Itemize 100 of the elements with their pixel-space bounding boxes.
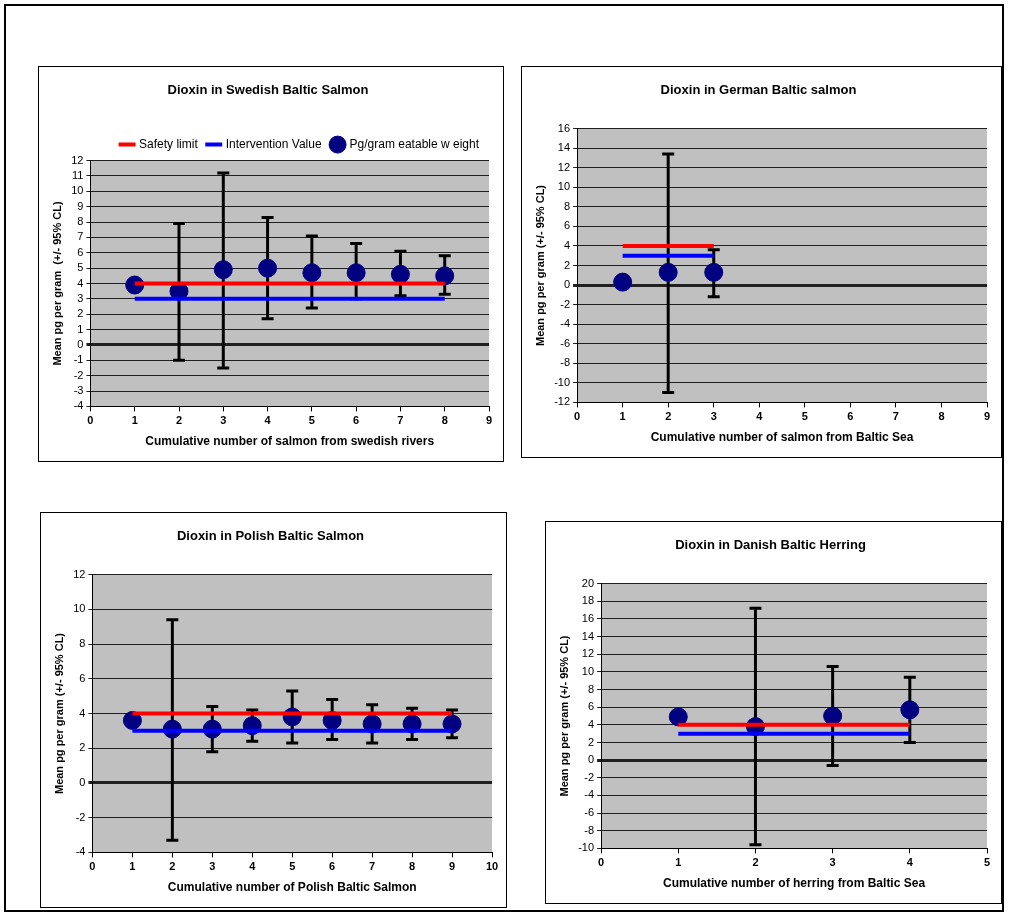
- point: [390, 264, 410, 284]
- y-tick-label: 8: [563, 199, 571, 212]
- chart-title: Dioxin in Danish Baltic Herring: [675, 537, 866, 553]
- y-tick-label: 0: [587, 753, 595, 766]
- y-tick-label: -4: [584, 788, 595, 801]
- x-tick-label: 9: [448, 860, 456, 873]
- x-tick-label: 3: [220, 414, 227, 427]
- y-tick-label: -4: [75, 845, 86, 858]
- x-tick-label: 10: [485, 860, 499, 873]
- y-tick-label: 10: [557, 180, 571, 193]
- legend-label: Pg/gram eatable w eight: [349, 136, 480, 151]
- y-tick-label: -12: [554, 395, 571, 408]
- x-tick-label: 8: [938, 410, 945, 423]
- y-tick-label: 14: [557, 141, 571, 154]
- y-tick-label: -6: [560, 336, 571, 349]
- x-tick-label: 2: [665, 410, 672, 423]
- x-tick-label: 3: [209, 860, 216, 873]
- y-tick-label: 12: [581, 647, 595, 660]
- y-tick-label: -4: [560, 317, 571, 330]
- y-tick-label: 4: [79, 706, 86, 719]
- x-tick-label: 1: [129, 860, 136, 873]
- legend-label: Safety limit: [139, 136, 199, 151]
- y-axis-title: Mean pg per gram (+/- 95% CL): [533, 184, 546, 347]
- x-tick-label: 6: [847, 410, 854, 423]
- chart-title: Dioxin in Swedish Baltic Salmon: [167, 82, 369, 98]
- x-tick-label: 3: [710, 410, 717, 423]
- y-tick-label: 8: [79, 637, 86, 650]
- point: [900, 700, 920, 720]
- x-tick-label: 2: [752, 856, 759, 869]
- x-tick-label: 5: [801, 410, 808, 423]
- point: [258, 258, 278, 278]
- y-tick-label: -2: [584, 770, 595, 783]
- y-tick-label: 6: [77, 245, 84, 258]
- y-tick-label: 0: [79, 775, 86, 788]
- x-tick-label: 4: [249, 860, 257, 873]
- y-tick-label: -8: [584, 823, 595, 836]
- y-tick-label: 6: [563, 219, 571, 232]
- y-tick-label: 10: [581, 664, 595, 677]
- x-tick-label: 7: [397, 414, 404, 427]
- x-tick-label: 2: [175, 414, 183, 427]
- x-tick-label: 4: [906, 856, 914, 869]
- y-tick-label: 2: [563, 258, 571, 271]
- y-tick-label: 20: [581, 576, 595, 589]
- x-tick-label: 4: [264, 414, 272, 427]
- x-tick-label: 9: [983, 410, 991, 423]
- y-tick-label: 6: [79, 671, 86, 684]
- chart-title: Dioxin in German Baltic salmon: [660, 82, 857, 98]
- y-tick-label: -1: [73, 353, 84, 366]
- x-axis-title: Cumulative number of salmon from Baltic Sea: [650, 430, 914, 445]
- y-tick-label: -8: [560, 356, 571, 369]
- x-tick-label: 1: [619, 410, 626, 423]
- y-tick-label: 12: [71, 153, 84, 166]
- x-tick-label: 0: [598, 856, 605, 869]
- y-axis-title: Mean pg per gram (+/- 95% CL): [50, 201, 63, 366]
- x-tick-label: 2: [169, 860, 176, 873]
- x-tick-label: 7: [892, 410, 899, 423]
- point: [302, 263, 322, 283]
- y-tick-label: 14: [581, 629, 595, 642]
- point: [823, 706, 843, 726]
- chart-title: Dioxin in Polish Baltic Salmon: [176, 528, 365, 544]
- x-tick-label: 4: [756, 410, 764, 423]
- y-axis-title: Mean pg per gram (+/- 95% CL): [52, 632, 65, 795]
- y-tick-label: 16: [581, 611, 595, 624]
- x-axis-title: Cumulative number of salmon from swedish rivers: [145, 434, 435, 449]
- y-tick-label: -3: [73, 384, 84, 397]
- point: [346, 263, 366, 283]
- x-tick-label: 6: [353, 414, 360, 427]
- x-tick-label: 9: [485, 414, 493, 427]
- y-tick-label: 4: [563, 238, 571, 251]
- x-tick-label: 8: [409, 860, 416, 873]
- x-tick-label: 3: [829, 856, 836, 869]
- y-tick-label: 10: [71, 184, 84, 197]
- x-tick-label: 1: [131, 414, 138, 427]
- y-tick-label: 2: [79, 741, 86, 754]
- point: [213, 260, 233, 280]
- y-tick-label: 2: [587, 735, 595, 748]
- x-tick-label: 0: [89, 860, 96, 873]
- y-tick-label: 2: [77, 307, 84, 320]
- y-tick-label: 4: [587, 717, 595, 730]
- y-tick-label: 11: [72, 168, 84, 181]
- y-tick-label: -2: [75, 810, 86, 823]
- x-tick-label: 5: [289, 860, 296, 873]
- y-tick-label: 16: [557, 121, 571, 134]
- x-tick-label: 8: [441, 414, 448, 427]
- legend-label: Intervention Value: [225, 136, 322, 151]
- y-tick-label: -4: [73, 399, 84, 412]
- y-tick-label: 8: [587, 682, 595, 695]
- x-tick-label: 5: [983, 856, 991, 869]
- point: [435, 266, 455, 286]
- x-axis-title: Cumulative number of Polish Baltic Salmon: [167, 880, 417, 895]
- y-tick-label: 12: [557, 160, 571, 173]
- y-tick-label: 0: [77, 337, 84, 350]
- y-tick-label: 0: [563, 278, 571, 291]
- x-tick-label: 0: [87, 414, 94, 427]
- y-tick-label: 3: [77, 291, 84, 304]
- x-tick-label: 6: [329, 860, 336, 873]
- y-axis-title: Mean pg per gram (+/- 95% CL): [557, 635, 570, 797]
- y-tick-label: 9: [77, 199, 84, 212]
- x-tick-label: 5: [308, 414, 315, 427]
- y-tick-label: 1: [77, 322, 84, 335]
